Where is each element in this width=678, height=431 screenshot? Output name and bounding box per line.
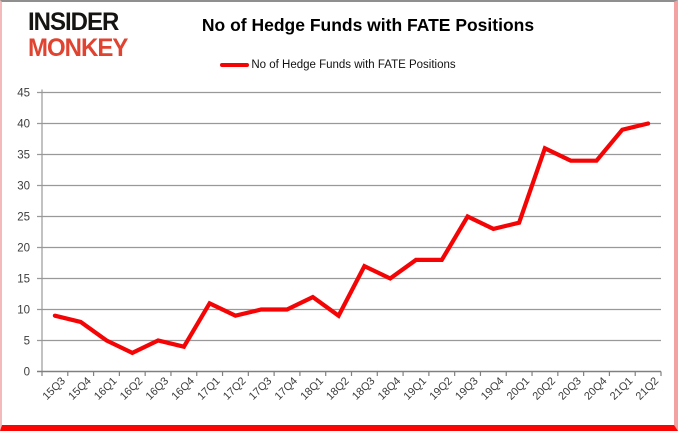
svg-text:19Q3: 19Q3 (453, 375, 481, 403)
chart-legend: No of Hedge Funds with FATE Positions (2, 59, 674, 71)
svg-text:18Q3: 18Q3 (350, 375, 378, 403)
svg-text:19Q1: 19Q1 (402, 375, 430, 403)
svg-text:40: 40 (17, 119, 30, 131)
svg-text:18Q2: 18Q2 (324, 375, 352, 403)
svg-text:21Q2: 21Q2 (634, 375, 662, 403)
insider-monkey-logo: INSIDER MONKEY (28, 7, 128, 63)
svg-text:17Q4: 17Q4 (273, 375, 301, 403)
svg-text:20Q1: 20Q1 (505, 375, 533, 403)
legend-label: No of Hedge Funds with FATE Positions (251, 59, 456, 71)
svg-text:17Q3: 17Q3 (247, 375, 275, 403)
svg-text:15: 15 (17, 274, 30, 286)
svg-text:19Q4: 19Q4 (479, 375, 507, 403)
svg-text:16Q1: 16Q1 (92, 375, 120, 403)
svg-text:0: 0 (24, 367, 30, 379)
svg-text:45: 45 (17, 88, 30, 100)
svg-text:15Q3: 15Q3 (40, 375, 68, 403)
logo-line-monkey: MONKEY (28, 33, 128, 63)
logo-line-insider: INSIDER (28, 7, 119, 37)
svg-text:16Q4: 16Q4 (169, 375, 197, 403)
svg-text:16Q2: 16Q2 (118, 375, 146, 403)
svg-text:30: 30 (17, 181, 30, 193)
svg-text:17Q2: 17Q2 (221, 375, 249, 403)
svg-text:15Q4: 15Q4 (66, 375, 94, 403)
svg-text:21Q1: 21Q1 (608, 375, 636, 403)
svg-text:25: 25 (17, 212, 30, 224)
chart-title: No of Hedge Funds with FATE Positions (201, 15, 535, 35)
svg-text:20: 20 (17, 243, 30, 255)
svg-text:35: 35 (17, 150, 30, 162)
line-chart-canvas: 0 5 10 15 20 25 30 35 40 45 15Q315Q416Q116Q216Q316… (17, 88, 662, 403)
svg-text:10: 10 (17, 305, 30, 317)
svg-text:16Q3: 16Q3 (144, 375, 172, 403)
svg-text:19Q2: 19Q2 (427, 375, 455, 403)
svg-text:17Q1: 17Q1 (195, 375, 223, 403)
svg-text:18Q1: 18Q1 (298, 375, 326, 403)
svg-text:20Q3: 20Q3 (556, 375, 584, 403)
legend-line-swatch-icon (220, 63, 250, 67)
svg-text:18Q4: 18Q4 (376, 375, 404, 403)
svg-text:20Q2: 20Q2 (531, 375, 559, 403)
svg-text:5: 5 (24, 336, 30, 348)
plot-area: 0 5 10 15 20 25 30 35 40 45 15Q3 15Q4 16Q1 16Q2 16Q3 16… (2, 77, 674, 425)
svg-text:20Q4: 20Q4 (582, 375, 610, 403)
